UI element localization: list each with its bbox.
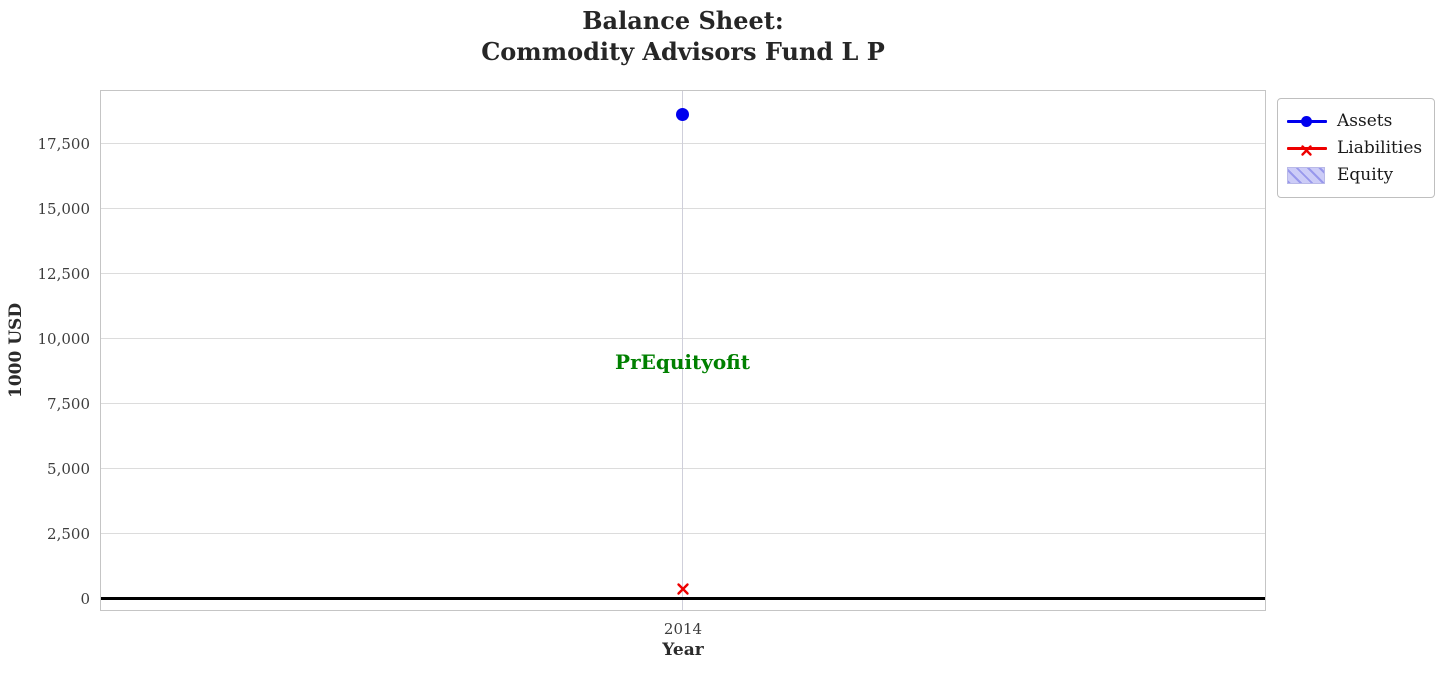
assets-marker [676,107,689,121]
y-tick-label: 17,500 [37,134,91,153]
liabilities-marker [676,581,690,600]
y-tick-label: 12,500 [37,264,91,283]
gridline-y-12500 [101,272,1265,274]
gridline-x-2014 [682,91,683,610]
legend-x-marker [1300,142,1313,161]
zero-axhline [101,597,1265,601]
gridline-y-7500 [101,402,1265,404]
annotation-text: PrEquityofit [615,349,750,374]
gridline-y-17500 [101,142,1265,144]
legend-hatch-patch [1287,166,1325,184]
y-tick-label: 10,000 [37,329,91,348]
chart-title: Balance Sheet: Commodity Advisors Fund L… [100,5,1266,67]
plot-area: PrEquityofit [100,90,1266,611]
y-tick-label: 15,000 [37,199,91,218]
gridline-y-10000 [101,337,1265,339]
hatch-patch-icon [1287,166,1327,184]
gridline-y-2500 [101,533,1265,534]
line-x-icon [1287,140,1327,157]
y-tick-label: 0 [80,590,90,609]
legend-label: Equity [1337,165,1394,185]
gridline-y-15000 [101,207,1265,209]
chart-title-line1: Balance Sheet: [582,6,784,35]
legend-label: Assets [1337,111,1393,131]
chart-title-line2: Commodity Advisors Fund L P [481,37,885,66]
y-tick-label: 7,500 [47,394,90,413]
gridline-y-5000 [101,467,1265,469]
legend: Assets Liabilities Equity [1277,98,1436,198]
y-tick-label: 2,500 [47,525,90,543]
legend-label: Liabilities [1337,138,1423,158]
legend-circle-marker [1301,115,1312,127]
legend-item-liabilities: Liabilities [1287,137,1422,159]
legend-item-equity: Equity [1287,164,1422,186]
line-circle-icon [1287,113,1327,130]
legend-item-assets: Assets [1287,110,1422,132]
x-tick-label: 2014 [663,620,703,638]
x-axis-label: Year [662,640,704,660]
y-tick-label: 5,000 [47,459,90,478]
